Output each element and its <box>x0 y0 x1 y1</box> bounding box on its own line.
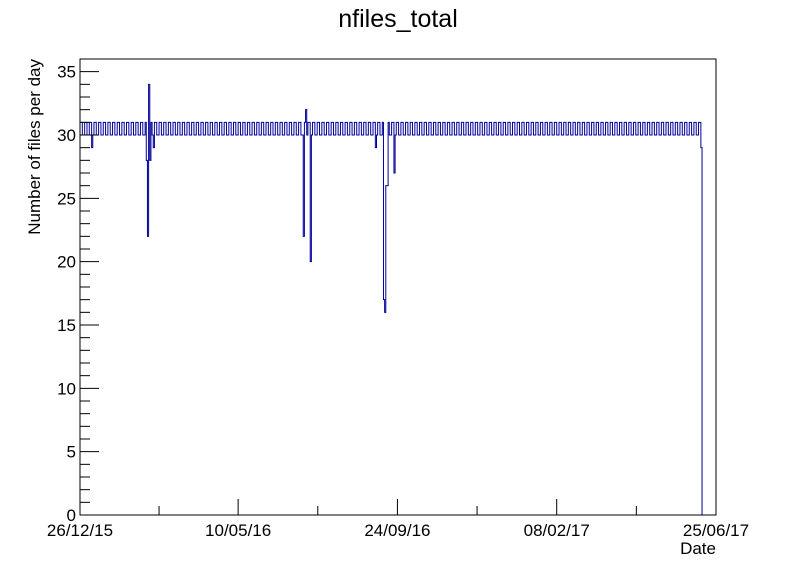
x-tick-label: 10/05/16 <box>205 521 271 540</box>
x-tick-label: 25/06/17 <box>683 521 749 540</box>
chart-title: nfiles_total <box>338 5 458 33</box>
x-axis-title: Date <box>680 539 716 558</box>
y-tick-label: 35 <box>57 63 76 82</box>
series-line <box>80 83 704 516</box>
y-tick-label: 0 <box>67 506 76 525</box>
x-tick-label: 26/12/15 <box>47 521 113 540</box>
x-tick-label: 24/09/16 <box>364 521 430 540</box>
y-tick-label: 20 <box>57 253 76 272</box>
x-tick-label: 08/02/17 <box>524 521 590 540</box>
y-tick-label: 10 <box>57 379 76 398</box>
y-tick-label: 25 <box>57 189 76 208</box>
y-tick-label: 15 <box>57 316 76 335</box>
y-tick-label: 30 <box>57 126 76 145</box>
y-axis-title: Number of files per day <box>25 59 44 235</box>
y-axis: 0 5 10 15 20 25 30 35 <box>57 58 99 525</box>
data-layer <box>80 83 704 516</box>
x-axis: 26/12/15 10/05/16 24/09/16 08/02/17 25/06/17 <box>47 499 749 540</box>
y-tick-label: 5 <box>67 443 76 462</box>
